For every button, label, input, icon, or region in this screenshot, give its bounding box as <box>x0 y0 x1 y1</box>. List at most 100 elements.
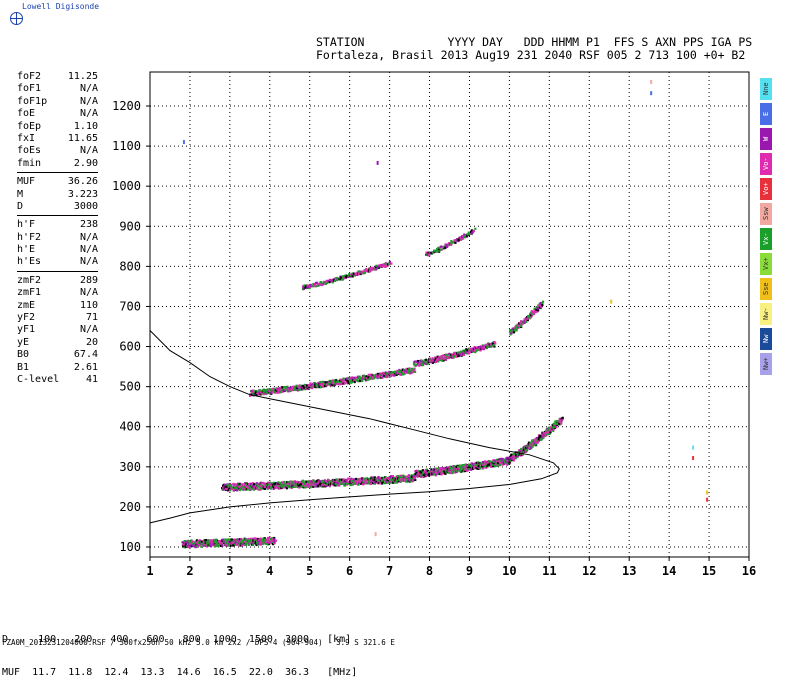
echo-point <box>422 473 426 477</box>
echo-point <box>320 381 324 384</box>
echo-point <box>181 543 185 547</box>
echo-point <box>195 539 199 542</box>
echo-point <box>357 270 360 273</box>
echo-point <box>303 284 306 288</box>
x-tick-label: 3 <box>226 564 233 578</box>
echo-point <box>189 542 192 545</box>
echo-point <box>233 488 236 491</box>
echo-point <box>365 375 368 378</box>
echo-point <box>468 467 471 471</box>
echo-point <box>470 468 473 471</box>
echo-point <box>431 359 434 362</box>
echo-point <box>315 281 318 284</box>
echo-point <box>468 463 471 466</box>
echo-point <box>463 233 466 236</box>
echo-point <box>301 387 304 391</box>
echo-point <box>505 456 508 460</box>
echo-point <box>526 318 529 322</box>
echo-point <box>285 485 288 488</box>
echo-point <box>422 475 425 478</box>
echo-point <box>367 376 370 379</box>
legend-label: Sse <box>762 282 770 296</box>
x-tick-label: 8 <box>426 564 433 578</box>
echo-point <box>407 371 410 374</box>
echo-point <box>319 281 322 284</box>
echo-point <box>541 300 545 303</box>
echo-point <box>408 367 411 371</box>
echo-point <box>537 304 541 307</box>
param-name: foE <box>17 108 36 120</box>
echo-point <box>234 487 237 490</box>
echo-point <box>340 478 344 481</box>
echo-point <box>436 355 439 358</box>
echo-point <box>425 358 428 361</box>
echo-point <box>333 380 336 383</box>
echo-point <box>239 488 243 491</box>
echo-point <box>312 382 316 385</box>
echo-point <box>274 485 277 488</box>
echo-point <box>453 354 456 357</box>
echo-point <box>507 456 510 459</box>
echo-point <box>449 467 452 470</box>
echo-point <box>252 389 255 392</box>
echo-point <box>336 481 340 484</box>
echo-point <box>339 278 342 281</box>
echo-point <box>386 375 389 379</box>
echo-point <box>364 379 368 382</box>
echo-point <box>281 481 284 484</box>
echo-point <box>336 382 339 386</box>
echo-point <box>509 329 512 332</box>
echo-point <box>209 543 212 546</box>
echo-point <box>408 372 412 375</box>
echo-point <box>241 539 244 542</box>
echo-point <box>478 466 481 469</box>
echo-point <box>213 540 217 544</box>
echo-point <box>374 479 377 482</box>
echo-point <box>437 249 441 252</box>
echo-point <box>218 543 221 547</box>
echo-point <box>282 483 285 486</box>
echo-point <box>323 385 327 388</box>
echo-point <box>523 448 526 451</box>
x-tick-label: 1 <box>146 564 153 578</box>
echo-point <box>374 375 377 379</box>
echo-point <box>453 465 456 468</box>
echo-point <box>520 324 523 328</box>
echo-point <box>300 483 303 486</box>
echo-point <box>396 477 400 480</box>
echo-point <box>533 307 536 310</box>
param-fof1p: foF1p N/A <box>2 96 98 108</box>
param-value: N/A <box>79 145 98 157</box>
echo-point <box>560 420 563 423</box>
echo-point <box>236 538 239 541</box>
echo-point <box>406 475 409 478</box>
echo-point <box>438 248 441 251</box>
echo-point <box>519 454 522 457</box>
echo-spot <box>650 79 653 84</box>
echo-point <box>419 473 422 476</box>
echo-point <box>286 483 289 486</box>
legend-item-e: E <box>760 103 772 125</box>
echo-point <box>453 351 456 354</box>
echo-point <box>266 536 270 540</box>
echo-point <box>304 480 307 483</box>
echo-point <box>541 301 544 305</box>
echo-point <box>439 248 442 251</box>
echo-point <box>535 308 538 311</box>
echo-point <box>384 262 387 265</box>
echo-point <box>242 485 246 488</box>
echo-point <box>224 487 227 491</box>
echo-point <box>356 379 359 382</box>
echo-point <box>266 540 270 543</box>
echo-point <box>334 277 337 280</box>
echo-point <box>228 544 231 547</box>
echo-point <box>442 245 446 249</box>
x-tick-label: 15 <box>702 564 716 578</box>
echo-point <box>466 233 469 236</box>
y-tick-label: 300 <box>119 460 141 474</box>
echo-point <box>359 376 362 379</box>
x-tick-label: 7 <box>386 564 393 578</box>
echo-point <box>291 388 294 391</box>
echo-point <box>321 282 324 285</box>
echo-point <box>323 383 326 386</box>
